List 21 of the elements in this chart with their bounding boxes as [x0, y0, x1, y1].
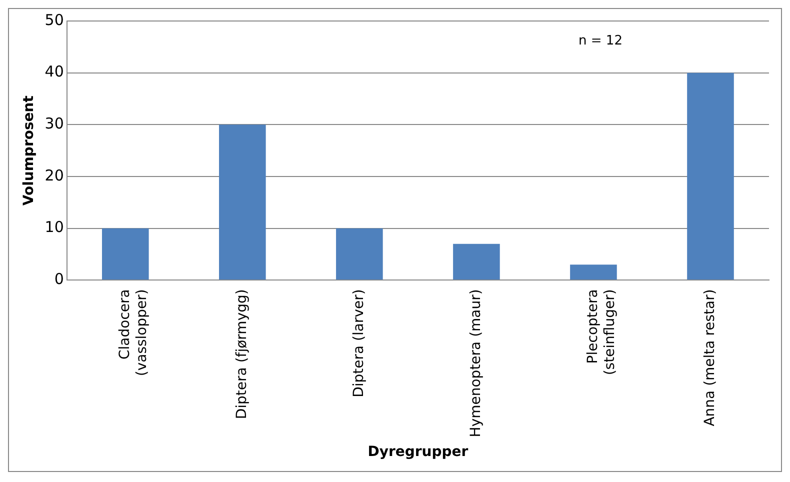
x-axis-title: Dyregrupper [368, 444, 468, 460]
annotation: n = 12 [578, 33, 622, 48]
bar [102, 228, 149, 280]
x-tick-label: Diptera (fjørmygg) [234, 289, 250, 420]
y-tick-label: 0 [54, 270, 64, 288]
bar [453, 244, 500, 280]
y-tick-label: 10 [44, 218, 64, 236]
x-tick-label: Diptera (larver) [351, 289, 368, 398]
bar [687, 72, 734, 280]
x-tick-label: Anna (melta restar) [702, 289, 718, 426]
y-tick-label: 30 [44, 114, 64, 133]
x-tick-label: Cladocera (vasslopper) [117, 289, 150, 376]
y-axis-title: Volumprosent [21, 95, 38, 206]
y-tick-label: 40 [44, 62, 64, 81]
y-tick-label: 20 [44, 166, 64, 184]
x-tick-label: Plecoptera (steinfluger) [585, 289, 618, 376]
bar [336, 228, 383, 280]
x-tick-label: Hymenoptera (maur) [468, 289, 484, 438]
bar [219, 124, 266, 280]
y-tick-label: 50 [44, 10, 64, 29]
bar [570, 264, 617, 280]
